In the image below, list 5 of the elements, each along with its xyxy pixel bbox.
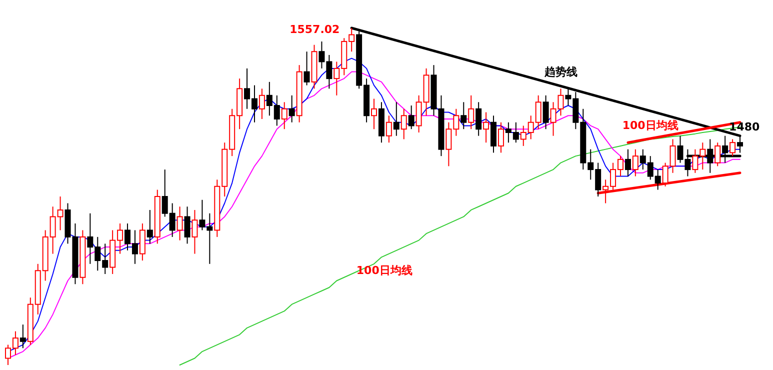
annotation: 1480 [729, 120, 760, 134]
annotation: 1557.02 [290, 23, 340, 36]
annotation: 100日均线 [622, 119, 678, 132]
annotation: 100日均线 [356, 264, 412, 277]
annotation: 趋势线 [544, 65, 578, 78]
